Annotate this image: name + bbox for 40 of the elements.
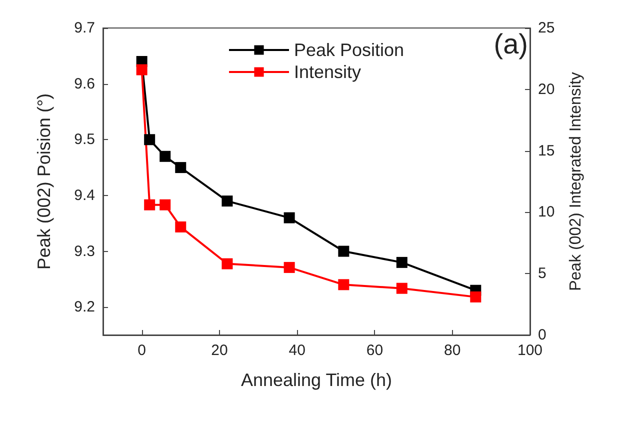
y2-tick-label: 5 — [538, 265, 546, 282]
y2-tick-label: 25 — [538, 20, 555, 36]
annotation: (a) — [494, 28, 528, 60]
point — [160, 199, 171, 210]
point — [396, 256, 408, 268]
point — [338, 279, 350, 290]
point — [284, 212, 295, 224]
point — [338, 246, 350, 257]
point — [144, 134, 156, 146]
x-tick-label: 20 — [211, 342, 228, 359]
y-tick-label: 9.2 — [74, 298, 95, 316]
x-tick-label: 100 — [517, 342, 543, 359]
y2-tick-label: 20 — [538, 80, 555, 98]
y-tick-label: 9.5 — [74, 131, 95, 148]
point — [136, 64, 148, 76]
x-tick-label: 0 — [138, 342, 146, 359]
y-tick-label: 9.3 — [74, 242, 95, 260]
y2-tick-label: 0 — [538, 326, 546, 344]
x-tick-label: 40 — [288, 342, 306, 359]
y2-axis-title: Peak (002) Integrated Intensity — [568, 72, 584, 291]
point — [222, 196, 233, 207]
y-tick-label: 9.4 — [74, 186, 95, 204]
point — [222, 258, 233, 270]
point — [144, 199, 156, 210]
point — [175, 162, 186, 174]
y2-tick-label: 10 — [538, 204, 555, 221]
y2-tick-label: 15 — [538, 142, 555, 160]
y-tick-label: 9.7 — [74, 20, 95, 36]
point — [396, 282, 408, 294]
legend-label: Intensity — [294, 62, 362, 82]
x-tick-label: 60 — [366, 342, 384, 359]
x-axis-title: Annealing Time (h) — [240, 370, 392, 390]
x-tick-label: 80 — [444, 342, 461, 359]
legend-label: Peak Position — [294, 40, 404, 60]
point — [470, 291, 482, 302]
point — [175, 221, 186, 232]
y-tick-label: 9.6 — [74, 75, 95, 92]
y-axis-title: Peak (002) Poision (°) — [34, 93, 54, 270]
point — [284, 262, 295, 273]
point — [160, 150, 171, 162]
